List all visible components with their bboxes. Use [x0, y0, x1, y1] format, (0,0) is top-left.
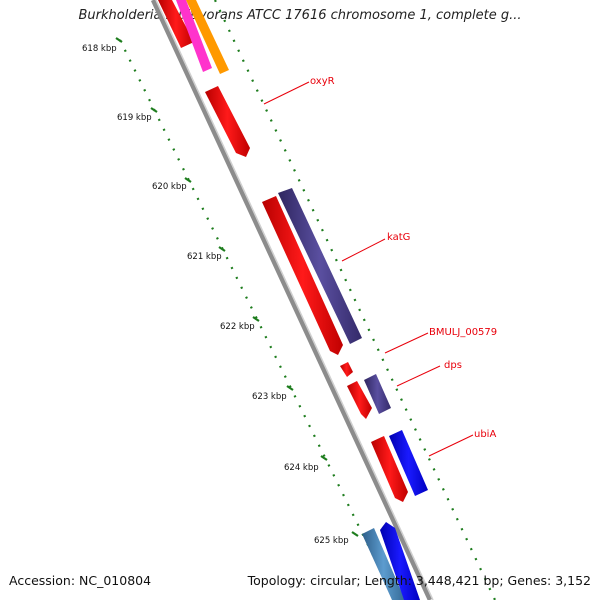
gene-label-BMULJ_00579: BMULJ_00579 [429, 327, 497, 338]
gene-arrow-blue-bottom [380, 522, 420, 600]
gene-arrow-dps [347, 381, 372, 419]
kbp-label: 618 kbp [82, 44, 117, 54]
gene-arrow-magenta-top [176, 0, 212, 72]
gene-arrow-purple-katG [278, 188, 362, 344]
gene-label-oxyR: oxyR [310, 76, 335, 87]
gene-arrow-orange-top [186, 0, 229, 74]
gene-label-ubiA: ubiA [474, 429, 496, 440]
gene-arrow-purple-dps [364, 374, 391, 414]
gene-arrow-steelblue-bottom [362, 528, 405, 600]
gene-arrow-katG [262, 196, 343, 355]
scale-major-ticks [115, 37, 359, 537]
kbp-label: 620 kbp [152, 182, 187, 192]
kbp-label: 624 kbp [284, 463, 319, 473]
kbp-label: 622 kbp [220, 322, 255, 332]
leader-lines [263, 81, 474, 457]
gene-arrow-red-top [158, 0, 194, 48]
backbone [150, 0, 434, 600]
gene-arrow-blue-ubiA [389, 430, 428, 496]
kbp-label: 619 kbp [117, 113, 152, 123]
kbp-label: 625 kbp [314, 536, 349, 546]
accession-text: Accession: NC_010804 [9, 573, 152, 588]
genome-summary-text: Topology: circular; Length: 3,448,421 bp… [247, 573, 591, 588]
kbp-labels: 618 kbp 619 kbp 620 kbp 621 kbp 622 kbp … [82, 44, 349, 546]
kbp-label: 623 kbp [252, 392, 287, 402]
gene-arrow-BMULJ_00579 [340, 362, 353, 377]
gene-labels: oxyR katG BMULJ_00579 dps ubiA [310, 76, 497, 440]
genes [158, 0, 428, 600]
kbp-label: 621 kbp [187, 252, 222, 262]
gene-arrow-ubiA [371, 436, 408, 502]
gene-arrow-oxyR [205, 86, 250, 157]
gene-label-katG: katG [387, 232, 410, 243]
gene-label-dps: dps [444, 360, 462, 371]
outer-ticks [214, 0, 496, 600]
